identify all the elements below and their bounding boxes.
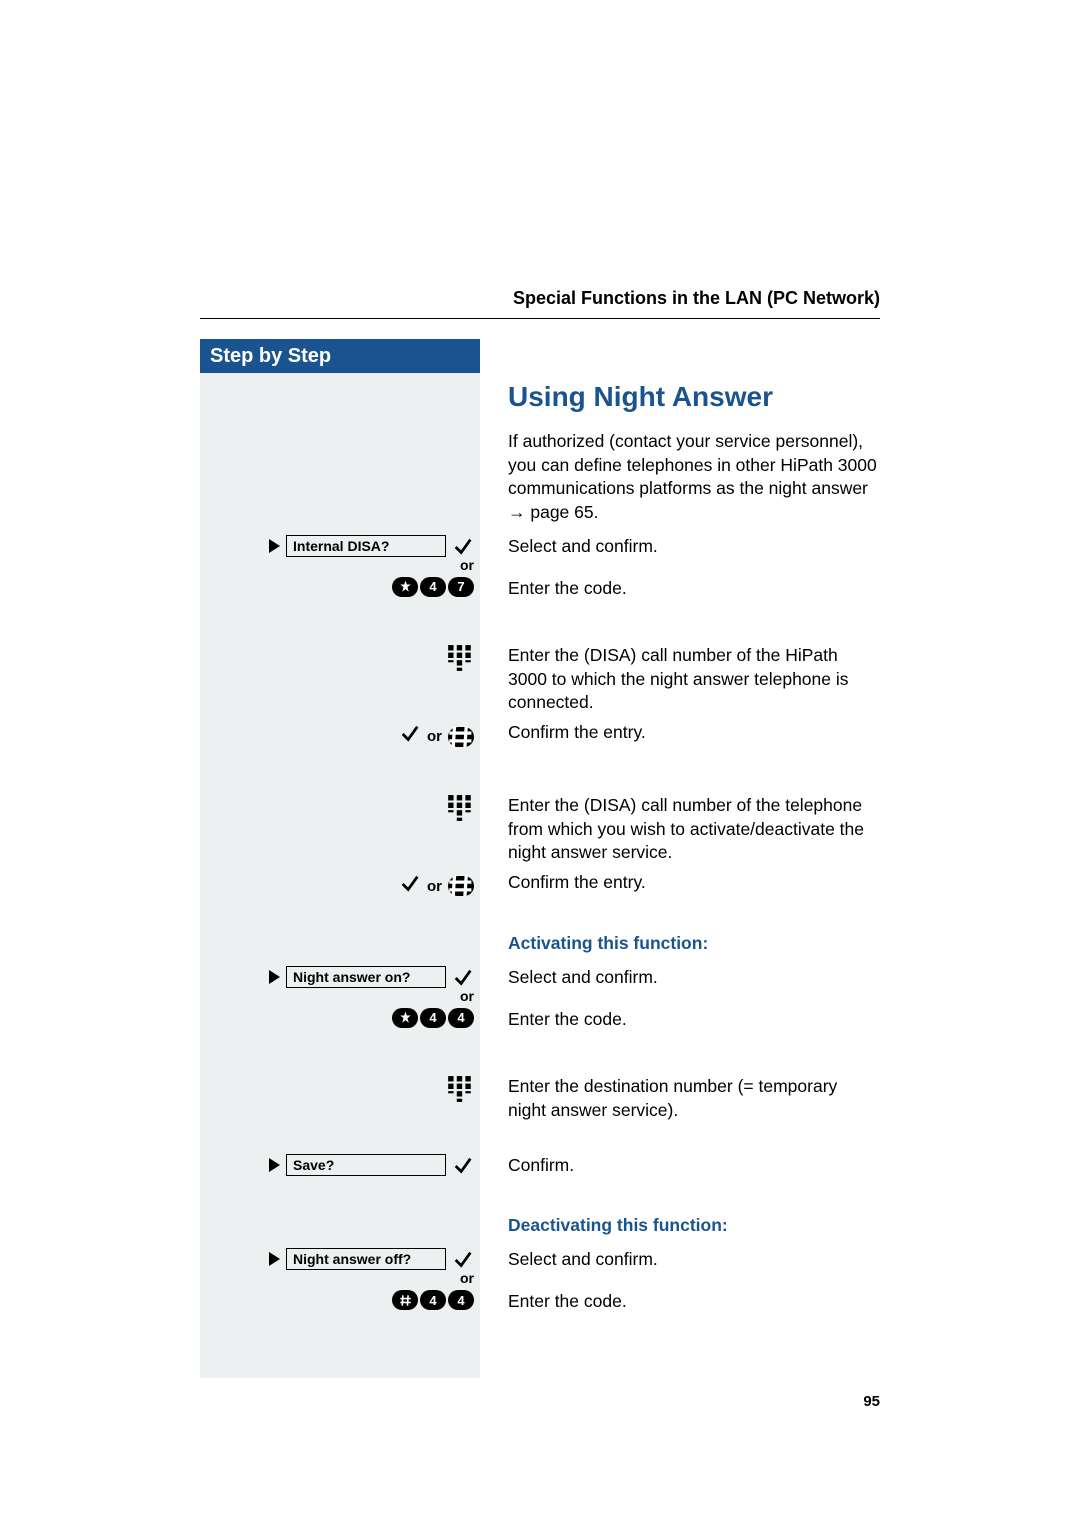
text-enter-code-3: Enter the code. (480, 1290, 880, 1314)
or-label: or (460, 557, 474, 573)
keypad-icon (446, 1075, 474, 1108)
key-sequence-star47: 4 7 (392, 577, 474, 597)
running-header: Special Functions in the LAN (PC Network… (513, 288, 880, 309)
keypad-icon (446, 644, 474, 677)
key-4: 4 (420, 577, 446, 597)
header-rule (200, 318, 880, 319)
hash-key-icon (448, 727, 474, 747)
or-label: or (460, 1270, 474, 1286)
text-enter-disa-hipath: Enter the (DISA) call number of the HiPa… (480, 644, 880, 715)
key-hash (392, 1290, 418, 1310)
text-confirm: Confirm. (480, 1154, 880, 1178)
key-4b: 4 (448, 1008, 474, 1028)
text-select-confirm-3: Select and confirm. (480, 1248, 880, 1272)
key-sequence-star44: 4 4 (392, 1008, 474, 1028)
play-icon (269, 539, 280, 553)
page-title: Using Night Answer (508, 381, 773, 413)
key-4: 4 (420, 1290, 446, 1310)
step-by-step-header: Step by Step (200, 339, 480, 373)
key-sequence-hash44: 4 4 (392, 1290, 474, 1310)
play-icon (269, 1252, 280, 1266)
key-4b: 4 (448, 1290, 474, 1310)
text-enter-code-1: Enter the code. (480, 577, 880, 601)
prompt-night-answer-off: Night answer off? (286, 1248, 446, 1270)
text-select-confirm-2: Select and confirm. (480, 966, 880, 990)
hash-key-icon (448, 876, 474, 896)
intro-text: If authorized (contact your service pers… (480, 430, 880, 525)
key-7: 7 (448, 577, 474, 597)
key-star (392, 577, 418, 597)
text-confirm-entry-2: Confirm the entry. (480, 871, 880, 895)
heading-deactivating: Deactivating this function: (480, 1214, 880, 1238)
prompt-internal-disa: Internal DISA? (286, 535, 446, 557)
heading-activating: Activating this function: (480, 932, 880, 956)
check-icon (452, 1155, 474, 1182)
check-icon (399, 723, 421, 750)
play-icon (269, 1158, 280, 1172)
text-confirm-entry-1: Confirm the entry. (480, 721, 880, 745)
key-star (392, 1008, 418, 1028)
step-by-step-label: Step by Step (210, 345, 331, 368)
page-number: 95 (863, 1393, 880, 1410)
key-4: 4 (420, 1008, 446, 1028)
play-icon (269, 970, 280, 984)
or-label: or (427, 878, 442, 895)
text-enter-destination: Enter the destination number (= temporar… (480, 1075, 880, 1122)
text-enter-code-2: Enter the code. (480, 1008, 880, 1032)
prompt-night-answer-on: Night answer on? (286, 966, 446, 988)
text-enter-disa-phone: Enter the (DISA) call number of the tele… (480, 794, 880, 865)
check-icon (399, 873, 421, 900)
text-select-confirm-1: Select and confirm. (480, 535, 880, 559)
prompt-save: Save? (286, 1154, 446, 1176)
or-label: or (427, 728, 442, 745)
or-label: or (460, 988, 474, 1004)
keypad-icon (446, 794, 474, 827)
